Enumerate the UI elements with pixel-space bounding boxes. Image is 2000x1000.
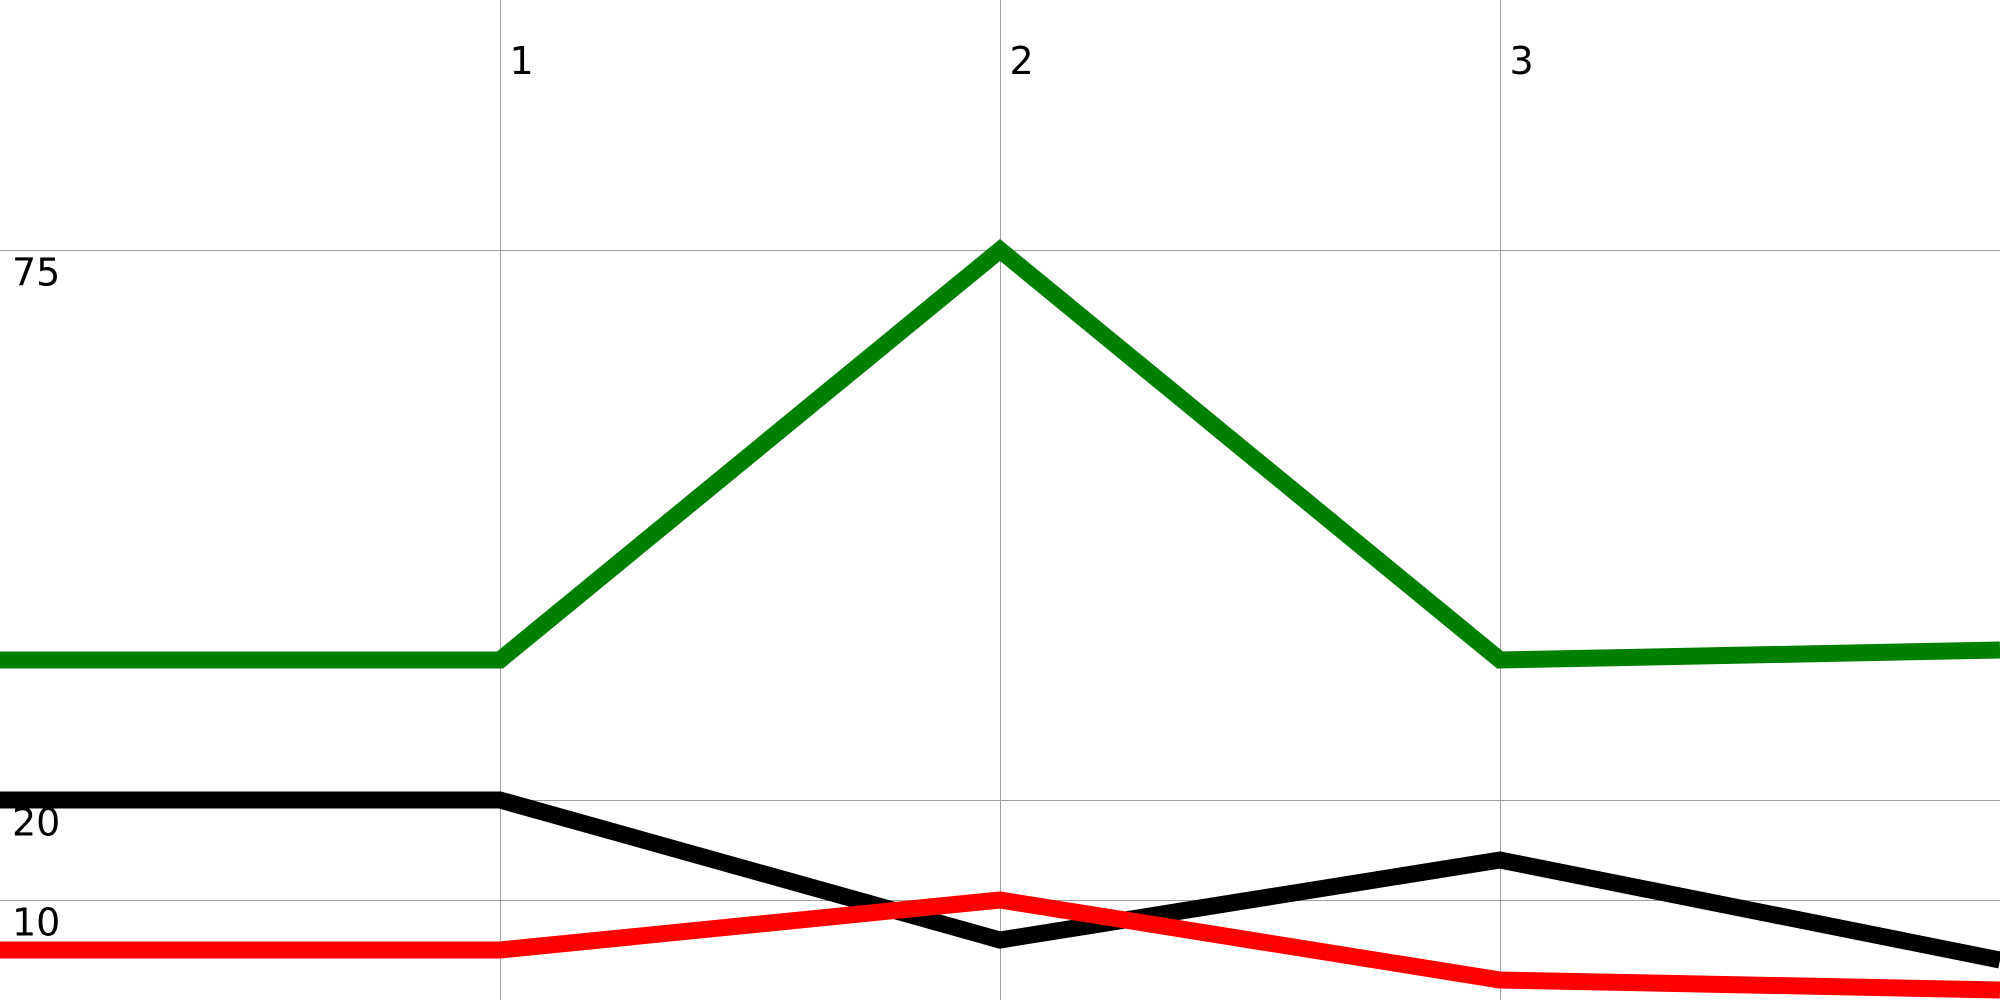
x-tick-label-1: 1: [510, 39, 534, 83]
x-tick-label-3: 3: [1510, 39, 1534, 83]
series-lines: [0, 239, 2000, 999]
y-tick-label-20: 20: [12, 801, 60, 845]
tick-labels: 1 2 3 10 20 75: [12, 39, 1534, 945]
y-tick-label-10: 10: [12, 901, 60, 945]
series-line-2: [0, 791, 2000, 969]
x-tick-label-2: 2: [1010, 39, 1034, 83]
y-tick-label-75: 75: [12, 251, 60, 295]
series-line-3: [0, 891, 2000, 999]
series-line-1: [0, 239, 2000, 669]
